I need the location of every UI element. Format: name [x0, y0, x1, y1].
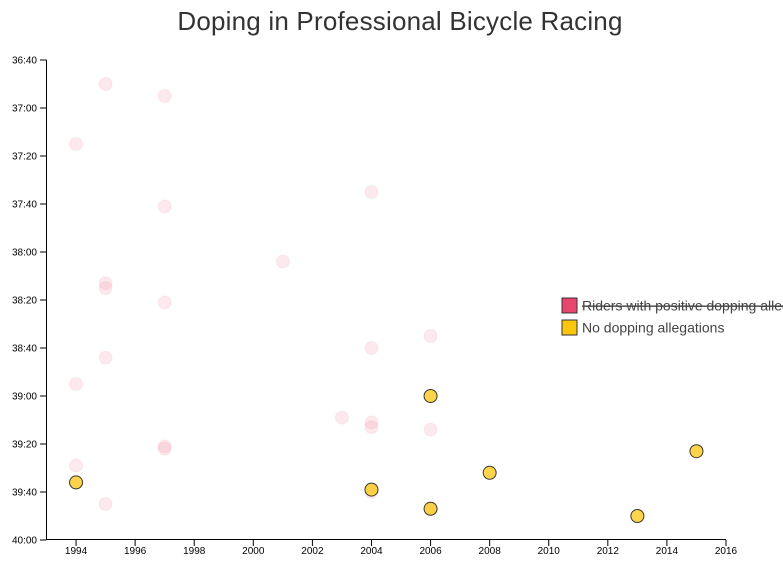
y-tick-label: 36:40: [12, 56, 37, 67]
y-tick-label: 39:00: [12, 392, 37, 403]
data-point-doping[interactable]: [98, 281, 113, 295]
data-point-doping[interactable]: [157, 199, 172, 214]
data-point-clean[interactable]: [482, 465, 497, 480]
data-point-doping[interactable]: [364, 415, 379, 430]
x-tick-label: 1998: [183, 546, 206, 557]
y-tick-label: 38:40: [12, 344, 37, 355]
y-tick-label: 37:20: [12, 152, 37, 163]
x-tick-label: 2016: [715, 546, 738, 557]
data-point-doping[interactable]: [275, 254, 290, 269]
data-point-clean[interactable]: [689, 444, 704, 459]
data-point-doping[interactable]: [98, 350, 113, 365]
data-point-doping[interactable]: [334, 410, 349, 425]
x-tick-label: 2000: [242, 546, 265, 557]
data-point-doping[interactable]: [157, 295, 172, 310]
y-axis: 36:40 37:00 37:20 37:40 38:00 38:20 38:40 39:00…: [12, 56, 47, 547]
chart-title: Doping in Professional Bicycle Racing: [177, 6, 623, 36]
y-tick-label: 38:20: [12, 296, 37, 307]
data-point-doping[interactable]: [69, 137, 84, 151]
data-point-doping[interactable]: [364, 341, 379, 355]
x-tick-label: 2008: [479, 546, 502, 557]
data-points: [69, 77, 704, 523]
data-point-clean[interactable]: [364, 482, 379, 497]
x-tick-label: 2014: [656, 546, 679, 557]
data-point-doping[interactable]: [423, 329, 438, 343]
legend-swatch: [561, 319, 578, 336]
y-tick-label: 37:40: [12, 200, 37, 211]
x-tick-label: 2002: [301, 546, 324, 557]
x-tick-label: 1994: [65, 546, 88, 557]
data-point-doping[interactable]: [157, 439, 172, 454]
x-tick-label: 2012: [597, 546, 620, 557]
x-axis: 1994 1996 1998 2000 2002 2004 2006 2008 2010 2012…: [46, 539, 738, 557]
x-tick-label: 2010: [538, 546, 561, 557]
data-point-doping[interactable]: [98, 77, 113, 91]
legend-label: No dopping allegations: [582, 320, 724, 336]
data-point-doping[interactable]: [157, 441, 172, 456]
data-point-clean[interactable]: [423, 501, 438, 516]
data-point-clean[interactable]: [69, 475, 84, 490]
data-point-doping[interactable]: [364, 185, 379, 199]
data-point-doping[interactable]: [69, 377, 84, 391]
data-point-clean[interactable]: [630, 509, 645, 523]
x-tick-label: 2004: [360, 546, 383, 557]
data-point-doping[interactable]: [98, 497, 113, 511]
legend: Riders with positive dopping allegations…: [561, 297, 783, 336]
data-point-doping[interactable]: [364, 420, 379, 435]
y-tick-label: 38:00: [12, 248, 37, 259]
legend-swatch: [561, 297, 578, 314]
data-point-doping[interactable]: [423, 422, 438, 437]
y-tick-label: 40:00: [12, 536, 37, 547]
data-point-doping[interactable]: [157, 89, 172, 103]
y-tick-label: 39:40: [12, 488, 37, 499]
data-point-doping[interactable]: [69, 458, 84, 473]
data-point-doping[interactable]: [98, 276, 113, 291]
y-tick-label: 37:00: [12, 104, 37, 115]
x-tick-label: 1996: [124, 546, 147, 557]
legend-label: Riders with positive dopping allegations: [582, 298, 783, 314]
x-tick-label: 2006: [419, 546, 442, 557]
data-point-clean[interactable]: [423, 389, 438, 403]
y-tick-label: 39:20: [12, 440, 37, 451]
